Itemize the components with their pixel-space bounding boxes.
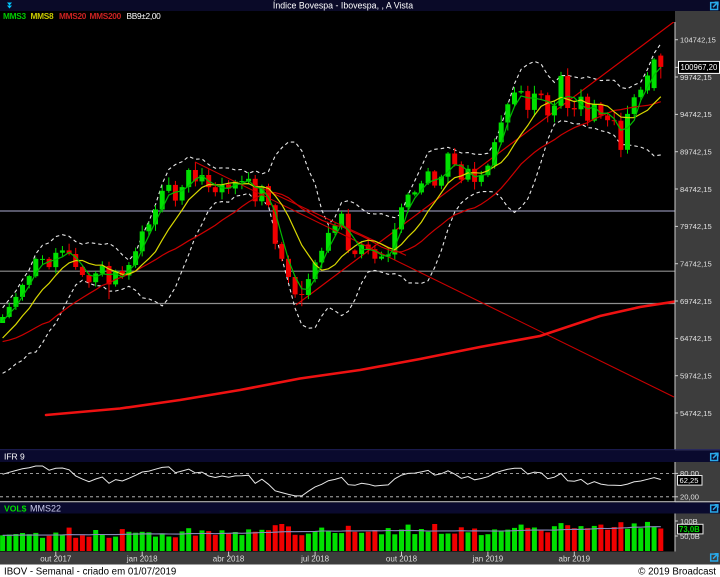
svg-text:20,00: 20,00 bbox=[680, 493, 699, 502]
svg-text:74742,15: 74742,15 bbox=[680, 260, 712, 269]
svg-text:VOL$: VOL$ bbox=[4, 504, 27, 514]
svg-text:MMS22: MMS22 bbox=[30, 504, 61, 514]
svg-text:jan 2018: jan 2018 bbox=[126, 555, 158, 564]
svg-text:89742,15: 89742,15 bbox=[680, 148, 712, 157]
svg-text:100B: 100B bbox=[680, 517, 698, 526]
svg-text:50,0B: 50,0B bbox=[680, 532, 700, 541]
svg-text:104742,15: 104742,15 bbox=[680, 36, 716, 45]
svg-text:MMS200: MMS200 bbox=[90, 11, 122, 21]
svg-text:abr 2019: abr 2019 bbox=[559, 555, 591, 564]
svg-text:out 2018: out 2018 bbox=[386, 555, 418, 564]
svg-text:out 2017: out 2017 bbox=[40, 555, 72, 564]
svg-text:84742,15: 84742,15 bbox=[680, 185, 712, 194]
svg-text:jan 2019: jan 2019 bbox=[472, 555, 504, 564]
svg-text:59742,15: 59742,15 bbox=[680, 372, 712, 381]
svg-text:IBOV - Semanal - criado em 01/: IBOV - Semanal - criado em 01/07/2019 bbox=[4, 566, 176, 577]
svg-text:69742,15: 69742,15 bbox=[680, 297, 712, 306]
svg-text:IFR 9: IFR 9 bbox=[4, 452, 25, 462]
svg-text:Índice Bovespa - Ibovespa, , A: Índice Bovespa - Ibovespa, , A Vista bbox=[273, 1, 413, 11]
svg-text:© 2019 Broadcast: © 2019 Broadcast bbox=[638, 566, 716, 577]
svg-text:abr 2018: abr 2018 bbox=[213, 555, 245, 564]
svg-text:80,00: 80,00 bbox=[680, 469, 699, 478]
svg-text:94742,15: 94742,15 bbox=[680, 110, 712, 119]
svg-text:62,25: 62,25 bbox=[680, 476, 699, 485]
svg-text:BB9±2,00: BB9±2,00 bbox=[127, 11, 162, 21]
svg-text:MMS20: MMS20 bbox=[59, 11, 87, 21]
svg-text:MMS8: MMS8 bbox=[31, 11, 54, 21]
svg-text:MMS3: MMS3 bbox=[3, 11, 26, 21]
svg-text:99742,15: 99742,15 bbox=[680, 73, 712, 82]
svg-text:64742,15: 64742,15 bbox=[680, 334, 712, 343]
svg-text:54742,15: 54742,15 bbox=[680, 409, 712, 418]
svg-text:jul 2018: jul 2018 bbox=[300, 555, 330, 564]
svg-text:79742,15: 79742,15 bbox=[680, 222, 712, 231]
svg-text:73,0B: 73,0B bbox=[679, 525, 700, 534]
svg-text:100967,20: 100967,20 bbox=[681, 63, 719, 72]
